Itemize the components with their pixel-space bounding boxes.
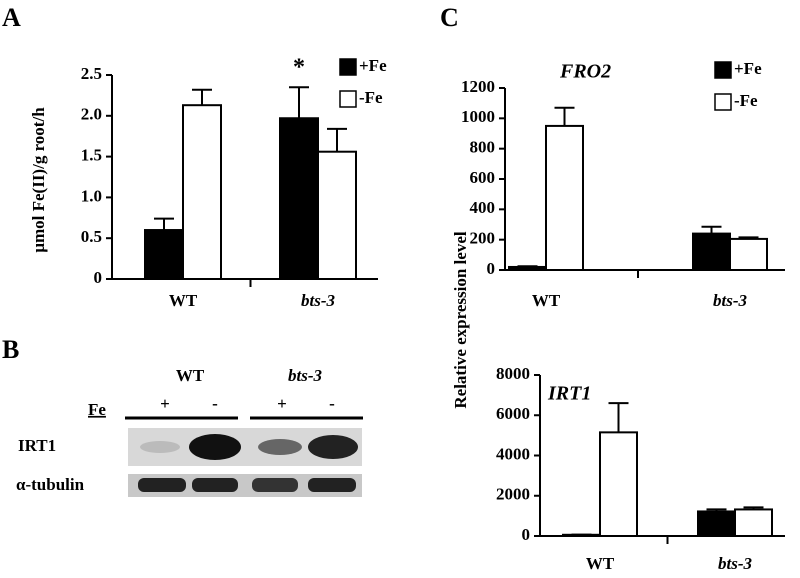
blot-row-label: α-tubulin	[16, 475, 85, 494]
bar	[317, 150, 357, 280]
y-tick-label: 2000	[496, 485, 530, 504]
error-bar	[701, 225, 722, 234]
blot-genotype: WT	[176, 366, 205, 385]
annotation: *	[293, 55, 305, 81]
y-tick-label: 200	[470, 229, 496, 248]
legend-swatch	[714, 93, 732, 111]
bar	[182, 104, 222, 280]
y-tick-label: 800	[470, 138, 496, 157]
blot-treatment: +	[160, 394, 170, 413]
y-tick-label: 1200	[461, 77, 495, 96]
error-bar	[327, 127, 347, 152]
error-bar	[608, 402, 629, 433]
bar	[697, 510, 736, 538]
y-tick-label: 0.5	[81, 227, 102, 246]
y-tick-label: 1000	[461, 107, 495, 126]
x-tick-label: WT	[586, 554, 615, 573]
legend-label: -Fe	[359, 88, 383, 107]
blot-image	[128, 428, 362, 497]
y-tick-label: 0	[487, 259, 496, 278]
blot-genotype: bts-3	[288, 366, 323, 385]
blot-treatment: -	[329, 394, 335, 413]
legend-swatch	[714, 61, 732, 79]
y-tick-label: 6000	[496, 404, 530, 423]
y-axis-label: Relative expression level	[451, 231, 470, 408]
bar	[545, 124, 584, 271]
legend-label: -Fe	[734, 91, 758, 110]
blot-treatment: +	[277, 394, 287, 413]
y-tick-label: 1.5	[81, 146, 102, 165]
bar	[562, 533, 601, 537]
bar	[508, 265, 547, 272]
y-tick-label: 2.5	[81, 64, 102, 83]
blot-row-label: IRT1	[18, 436, 56, 455]
y-tick-label: 2.0	[81, 105, 102, 124]
y-tick-label: 4000	[496, 444, 530, 463]
y-tick-label: 8000	[496, 364, 530, 383]
panel-label: C	[440, 3, 459, 32]
legend-swatch	[339, 90, 357, 108]
x-tick-label: bts-3	[713, 291, 748, 310]
bar	[279, 117, 319, 280]
bar	[692, 232, 731, 272]
bar	[734, 508, 773, 537]
error-bar	[554, 106, 575, 126]
error-bar	[289, 86, 309, 119]
bar	[599, 431, 638, 538]
y-axis-label: μmol Fe(II)/g root/h	[29, 107, 48, 253]
panel-label: B	[2, 335, 19, 364]
x-tick-label: WT	[169, 291, 198, 310]
error-bar	[154, 217, 174, 231]
y-tick-label: 0	[522, 525, 531, 544]
bar	[144, 229, 184, 280]
y-tick-label: 1.0	[81, 186, 102, 205]
x-tick-label: bts-3	[301, 291, 336, 310]
y-tick-label: 0	[94, 268, 103, 287]
legend-swatch	[339, 58, 357, 76]
x-tick-label: WT	[532, 291, 561, 310]
panel-label: A	[2, 3, 21, 32]
legend-label: +Fe	[359, 56, 387, 75]
bar	[729, 237, 768, 272]
blot-condition: Fe	[88, 400, 106, 419]
legend-label: +Fe	[734, 59, 762, 78]
y-tick-label: 400	[470, 198, 496, 217]
blot-treatment: -	[212, 394, 218, 413]
y-tick-label: 600	[470, 168, 496, 187]
chart-title: IRT1	[547, 383, 591, 405]
x-tick-label: bts-3	[718, 554, 753, 573]
chart-title: FRO2	[559, 61, 611, 83]
error-bar	[192, 88, 212, 106]
